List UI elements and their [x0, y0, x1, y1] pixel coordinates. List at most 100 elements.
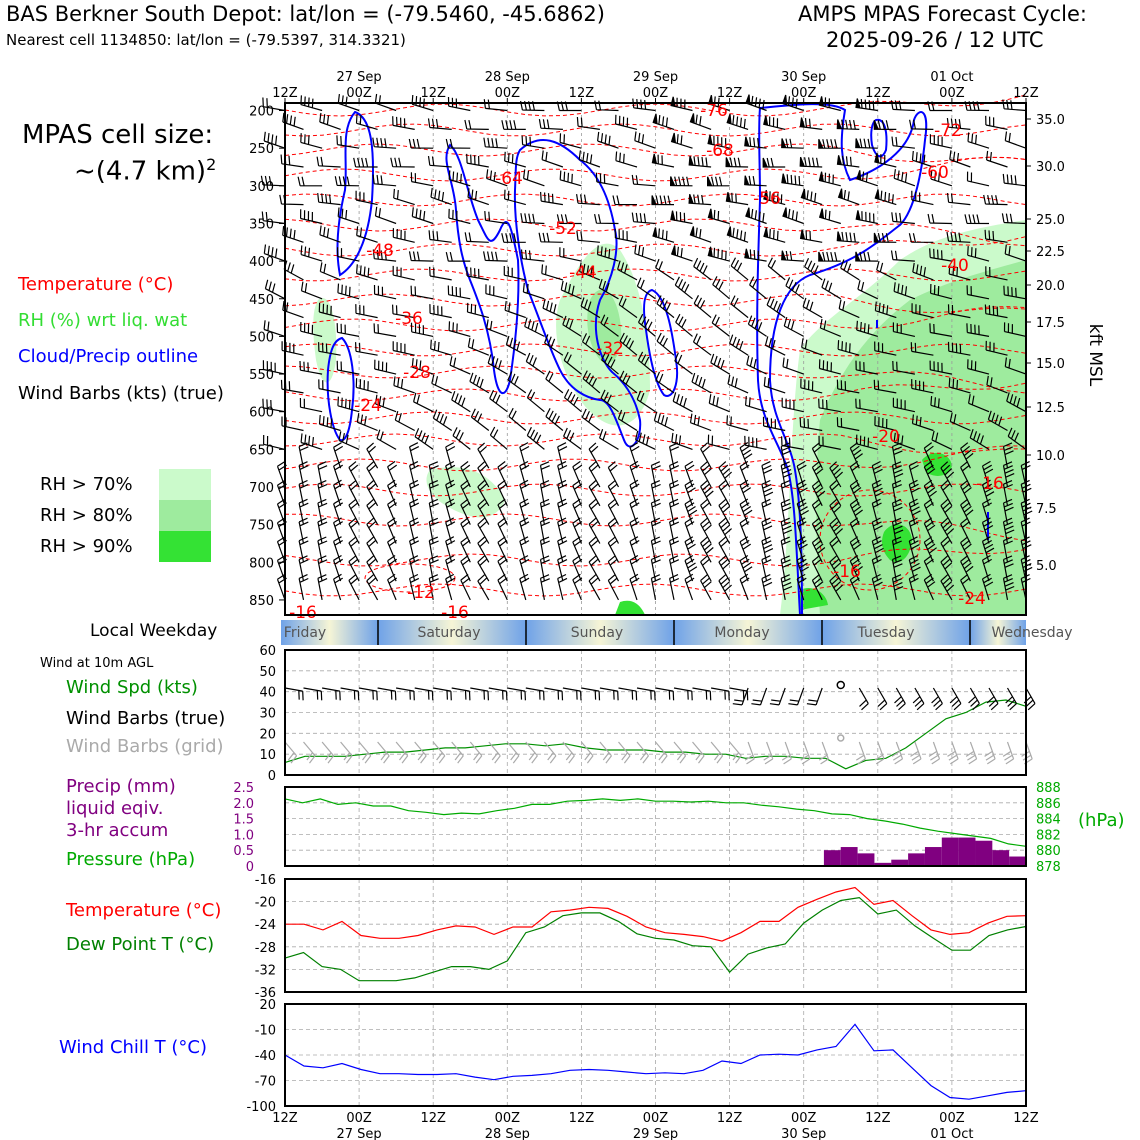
wind-barb: [729, 687, 749, 701]
wind-barb: [409, 442, 420, 469]
wind-barb: [689, 226, 712, 243]
wind-barb: [562, 315, 582, 337]
wind-barb: [445, 498, 456, 525]
wind-barb: [377, 741, 390, 764]
wind-barb: [563, 351, 582, 375]
forecast-cycle-label: AMPS MPAS Forecast Cycle:: [798, 2, 1087, 26]
wind-barb: [873, 120, 897, 130]
wind-barb: [855, 138, 878, 149]
wind-barb: [874, 741, 885, 765]
isotherm: [284, 483, 1027, 497]
wind-barb: [930, 283, 953, 300]
wind-barb: [684, 554, 698, 582]
wind-barb: [333, 498, 344, 525]
wind-barb: [800, 741, 811, 765]
wind-barb: [560, 280, 582, 300]
wind-barb: [557, 517, 568, 544]
weekday-band: [822, 620, 970, 645]
precip-tick-label: 2.5: [233, 781, 254, 796]
wind-barb: [542, 299, 564, 319]
wind-barb: [908, 536, 920, 563]
wind-barb: [769, 687, 786, 706]
wind-barb: [981, 517, 994, 544]
isotherm: [284, 433, 1027, 454]
wind-barb: [688, 193, 712, 206]
height-tick-label: 17.5: [1036, 316, 1065, 331]
precip-label: Precip (mm): [66, 776, 176, 797]
wind-barb: [282, 300, 304, 319]
wind-barb: [968, 394, 990, 413]
wind-speed-line: [284, 699, 1027, 770]
wind-barb: [744, 136, 767, 149]
wind-barb: [1002, 461, 1015, 488]
wind-barb: [855, 251, 878, 262]
wind-barb: [572, 498, 583, 525]
wind-barb: [298, 479, 309, 506]
wind-barb: [410, 285, 434, 300]
wind-barb: [469, 372, 490, 394]
wind-barb: [739, 554, 753, 582]
wind-barb: [576, 230, 600, 243]
wind-barb: [541, 264, 564, 281]
wind-barb: [708, 394, 730, 413]
wind-barb: [636, 687, 656, 701]
wind10-header: Wind at 10m AGL: [40, 656, 154, 671]
pressure-tick-label: 200: [249, 105, 274, 120]
y-tick-label: 30: [259, 707, 276, 722]
wind-barb: [578, 150, 601, 168]
wind-barb: [871, 555, 882, 582]
rh80-area: [816, 260, 1026, 615]
wind-barb: [599, 429, 619, 450]
wind-barb: [576, 116, 600, 130]
wind-barb: [477, 461, 490, 488]
wind-barb: [960, 461, 971, 488]
wind-barb: [923, 460, 936, 488]
pressure-tick-label: 700: [249, 481, 274, 496]
wind-barb: [409, 517, 420, 544]
wind-barb: [763, 376, 786, 394]
wind-barb: [818, 398, 841, 413]
wind-barb: [829, 574, 844, 601]
wind-barb: [987, 410, 1008, 432]
wind-barb: [799, 156, 823, 168]
wind-barb: [572, 517, 583, 544]
wind-barb: [707, 434, 730, 450]
wind-barb: [629, 442, 640, 469]
weekday-label: Saturday: [417, 625, 480, 641]
wind-barb: [387, 460, 398, 488]
wind-barb: [614, 228, 638, 243]
wind-barb: [981, 536, 995, 563]
wind-barb: [576, 194, 600, 206]
isotherm-label: -64: [495, 169, 523, 189]
wind-barb: [489, 426, 508, 450]
top-date-label: 29 Sep: [633, 70, 678, 85]
wind-barb: [910, 342, 934, 356]
precip-bar: [941, 837, 959, 866]
wind-barb: [691, 372, 712, 394]
wind-barb: [940, 498, 953, 525]
wind-barb: [710, 741, 724, 764]
wind-barb: [981, 554, 992, 582]
wind-barb: [829, 498, 842, 525]
wind-barb: [652, 113, 675, 130]
wind-barb: [836, 379, 860, 394]
wind-barb: [796, 479, 808, 506]
wind-barb: [871, 517, 883, 544]
wind-barb: [486, 169, 508, 187]
top-hour-tick-label: 00Z: [495, 86, 521, 101]
wind-barb: [700, 574, 712, 601]
wind-barb: [588, 461, 601, 488]
y-tick-label: -16: [255, 873, 276, 888]
wind-barb: [428, 230, 452, 243]
wind-barb: [366, 574, 379, 601]
isotherm-label: -32: [596, 339, 624, 359]
wind-barb: [366, 480, 379, 507]
wind-barb: [540, 191, 563, 206]
wind-barb: [967, 132, 990, 149]
wind-barb: [946, 231, 971, 243]
wind-barb: [366, 517, 379, 544]
wind-barb: [811, 536, 826, 563]
wind-barb: [674, 276, 693, 300]
wind-barb: [674, 352, 693, 375]
wind-barb: [650, 555, 661, 582]
